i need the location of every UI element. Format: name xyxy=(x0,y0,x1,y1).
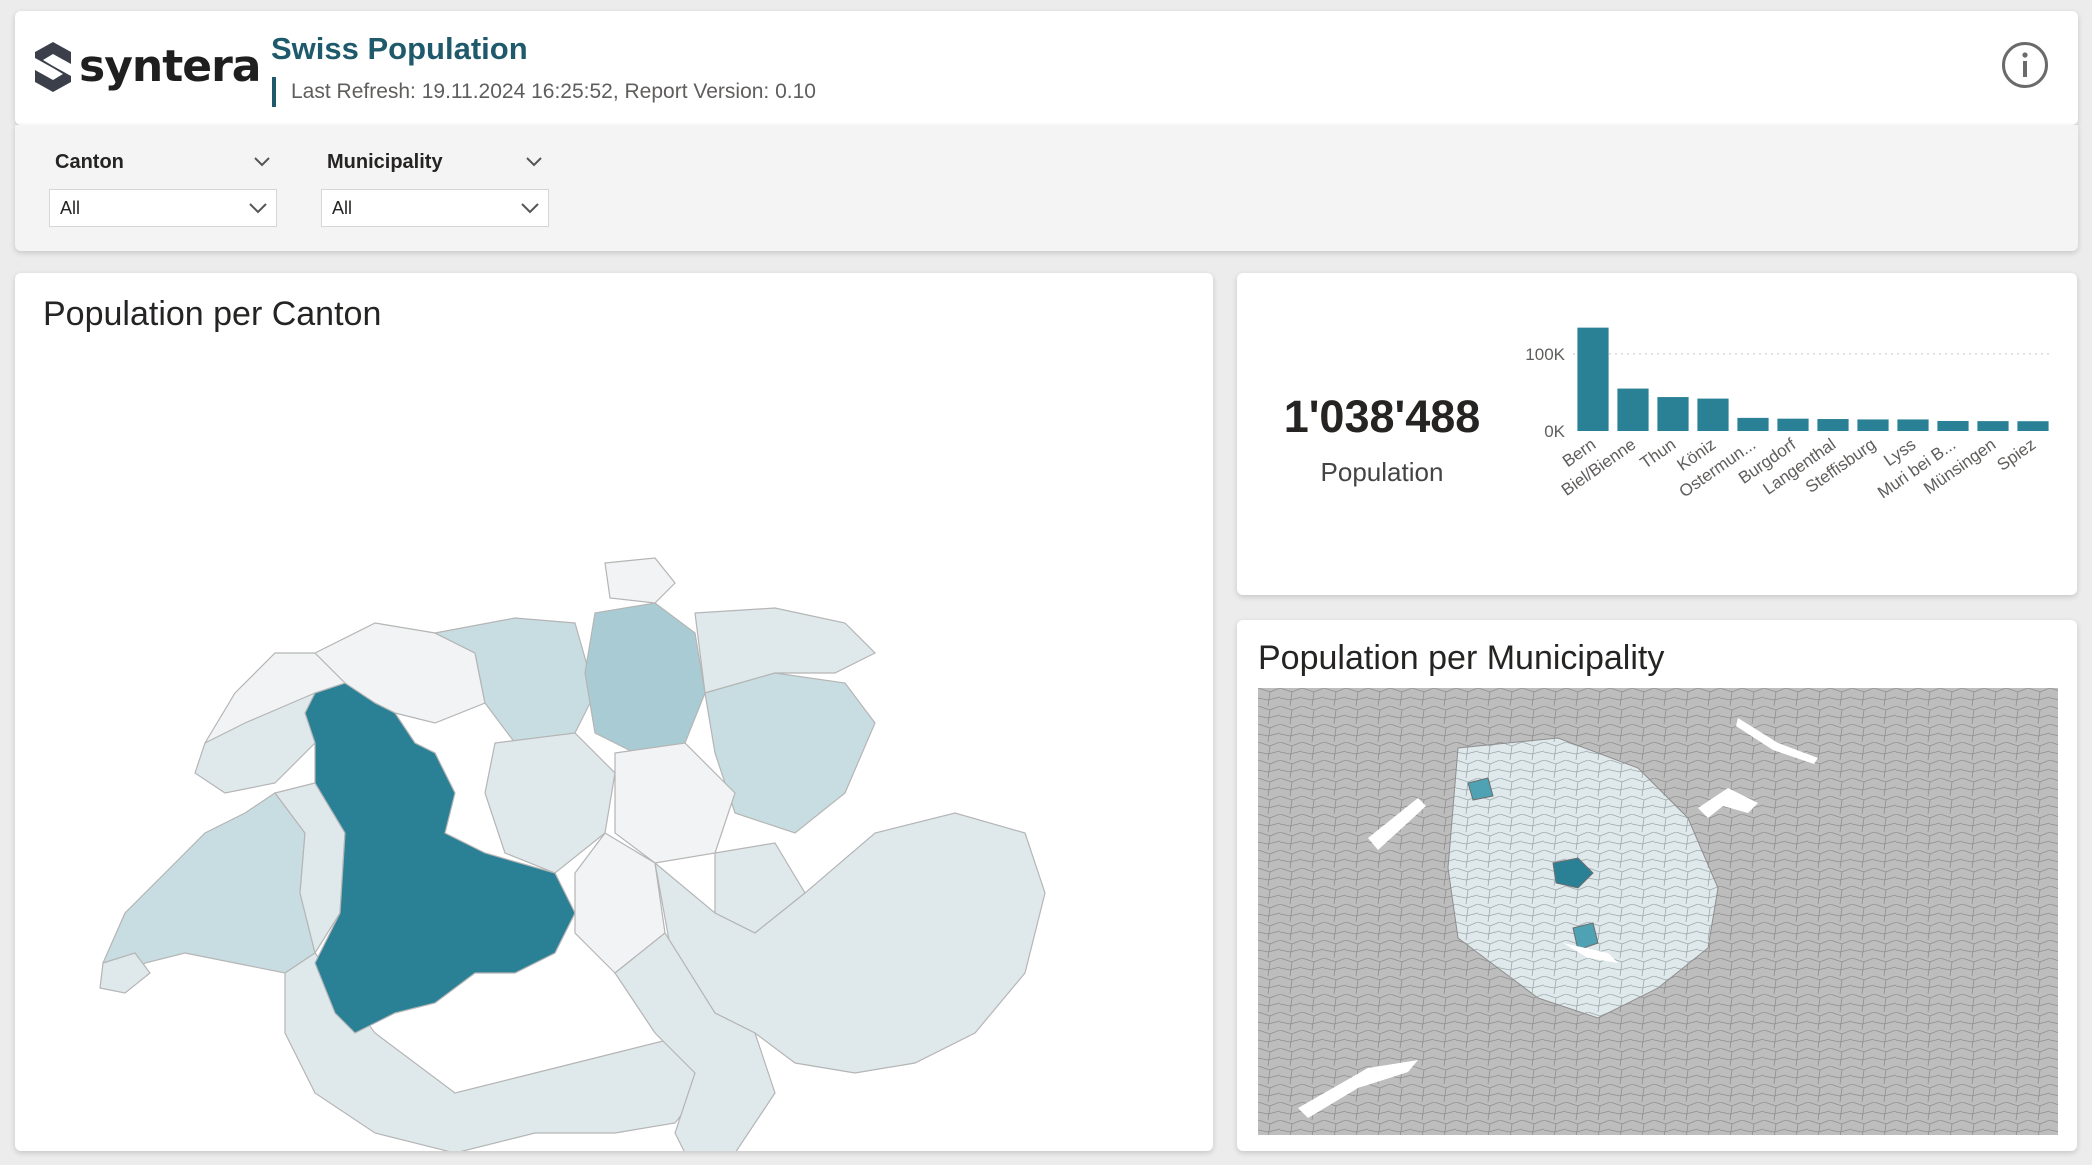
canton-slicer: Canton All xyxy=(49,145,277,227)
canton-slicer-header[interactable]: Canton xyxy=(49,145,277,179)
kpi-value: 1'038'488 xyxy=(1283,391,1481,442)
chevron-down-icon xyxy=(249,203,267,214)
canton-map-title: Population per Canton xyxy=(43,295,382,333)
lake-thun xyxy=(1563,943,1618,963)
bar-k-niz[interactable] xyxy=(1697,398,1729,431)
canton-shape-lucerne xyxy=(484,732,616,874)
bar-muri-bei-b-[interactable] xyxy=(1937,420,1969,431)
municipality-slicer-header[interactable]: Municipality xyxy=(321,145,549,179)
lake-geneva xyxy=(1298,1060,1418,1118)
refresh-text: Last Refresh: 19.11.2024 16:25:52, Repor… xyxy=(291,80,816,103)
kpi-bar-visual: 1'038'488 Population 0K 100K Bern Biel/Bien… xyxy=(1237,273,2077,595)
canton-shape-geneva xyxy=(99,952,151,994)
municipality-map[interactable] xyxy=(1258,688,2058,1135)
syntera-logo: syntera xyxy=(35,41,261,92)
refresh-accent-bar xyxy=(272,77,276,107)
canton-map-visual: Population per Canton xyxy=(15,273,1213,1151)
chevron-down-icon xyxy=(526,157,542,167)
bar-ostermun-[interactable] xyxy=(1737,417,1769,431)
bar-spiez[interactable] xyxy=(2017,421,2049,431)
canton-shape-neuchatel xyxy=(194,692,316,794)
y-tick-label: 0K xyxy=(1544,422,1565,441)
lake-neuchatel xyxy=(1368,798,1426,850)
bar-steffisburg[interactable] xyxy=(1857,419,1889,431)
biel-highlight xyxy=(1467,777,1494,801)
kpi-label: Population xyxy=(1320,457,1444,487)
top-municipalities-bar-chart[interactable]: 0K100KBernBiel/BienneThunKönizOstermun..… xyxy=(1513,313,2063,583)
report-header: syntera Swiss Population Last Refresh: 1… xyxy=(15,11,2078,125)
municipality-dropdown[interactable]: All xyxy=(321,189,549,227)
syntera-logo-icon xyxy=(35,41,71,92)
chevron-down-icon xyxy=(254,157,270,167)
bar-biel-bienne[interactable] xyxy=(1617,388,1649,431)
refresh-info: Last Refresh: 19.11.2024 16:25:52, Repor… xyxy=(272,77,816,107)
logo-text: syntera xyxy=(79,41,261,92)
chevron-down-icon xyxy=(521,203,539,214)
y-tick-label: 100K xyxy=(1525,345,1565,364)
municipality-slicer: Municipality All xyxy=(321,145,549,227)
bar-lyss[interactable] xyxy=(1897,419,1929,431)
thun-highlight xyxy=(1572,922,1599,951)
bar-m-nsingen[interactable] xyxy=(1977,421,2009,431)
page-title: Swiss Population xyxy=(271,31,528,66)
canton-dropdown-value: All xyxy=(60,197,81,218)
canton-shape-bern xyxy=(304,682,576,1034)
lake-lucerne xyxy=(1698,788,1758,818)
x-tick-label: Thun xyxy=(1637,435,1680,473)
bar-bern[interactable] xyxy=(1577,327,1609,431)
canton-dropdown[interactable]: All xyxy=(49,189,277,227)
canton-shape-zurich xyxy=(584,602,706,754)
canton-map[interactable] xyxy=(15,273,1213,1151)
filter-pane: Canton All Municipality All xyxy=(15,125,2078,251)
canton-shape-schwyz xyxy=(614,742,736,864)
municipality-dropdown-value: All xyxy=(332,197,353,218)
info-button[interactable] xyxy=(2002,42,2048,88)
bar-thun[interactable] xyxy=(1657,397,1689,431)
municipality-slicer-label: Municipality xyxy=(327,150,443,173)
canton-shape-schaffhausen xyxy=(604,557,676,604)
municipality-map-visual: Population per Municipality xyxy=(1237,620,2077,1151)
municipality-map-canvas xyxy=(1258,688,2058,1135)
canton-shape-ticino xyxy=(614,932,776,1151)
bern-city-highlight xyxy=(1552,857,1594,889)
canton-slicer-label: Canton xyxy=(55,150,124,173)
x-tick-label: Spiez xyxy=(1994,435,2040,475)
canton-shape-st-gallen xyxy=(704,672,876,834)
municipality-map-title: Population per Municipality xyxy=(1258,639,1665,677)
lake-zurich xyxy=(1736,718,1818,764)
bar-langenthal[interactable] xyxy=(1817,419,1849,431)
bar-burgdorf[interactable] xyxy=(1777,418,1809,431)
info-icon xyxy=(2022,52,2028,77)
